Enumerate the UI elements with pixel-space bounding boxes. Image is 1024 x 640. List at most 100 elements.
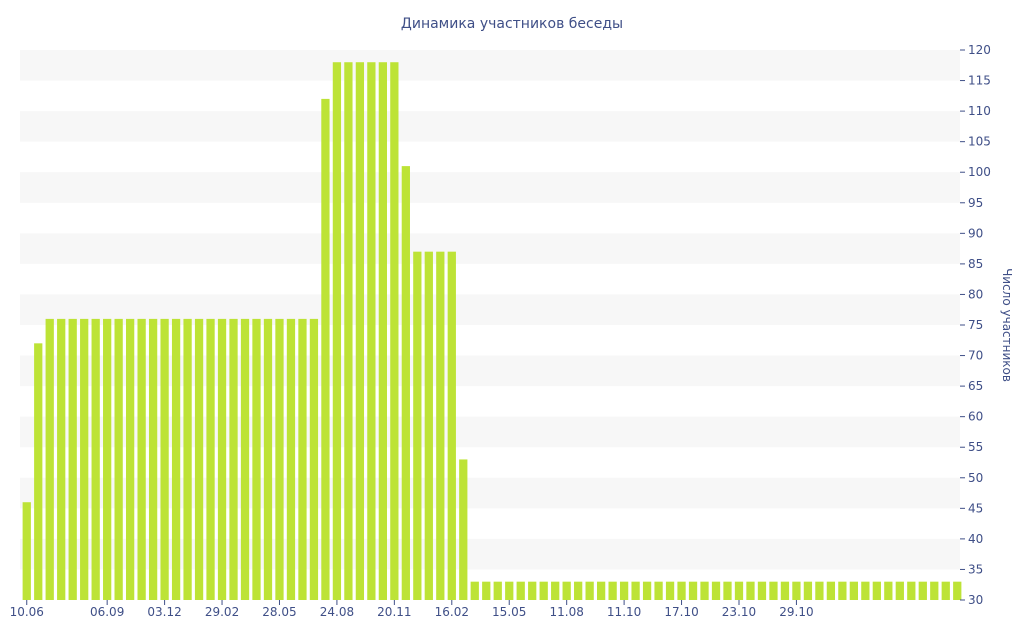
bar[interactable] [413,251,422,601]
grid-band [20,50,960,81]
bar[interactable] [642,581,652,600]
y-tick-label: 105 [968,135,991,149]
x-tick-label: 16.02 [435,605,469,619]
bar[interactable] [539,581,548,600]
bar[interactable] [436,251,445,601]
bar[interactable] [711,581,721,600]
bar[interactable] [137,318,146,600]
bar[interactable] [872,581,881,600]
bar[interactable] [286,318,296,600]
y-tick-label: 75 [968,318,983,332]
bar[interactable] [80,318,89,600]
bar[interactable] [803,581,813,600]
bar[interactable] [665,581,675,600]
bar[interactable] [57,318,66,600]
x-tick-label: 17.10 [664,605,698,619]
bar[interactable] [482,581,491,600]
bar[interactable] [263,318,273,600]
bar[interactable] [815,581,824,600]
bar[interactable] [378,62,387,601]
bar[interactable] [619,581,629,600]
bar[interactable] [424,251,433,601]
y-tick-label: 30 [968,593,983,607]
chart-title: Динамика участников беседы [401,16,623,32]
y-tick-label: 85 [968,257,983,271]
bar[interactable] [34,343,43,600]
bar[interactable] [551,581,560,600]
bar[interactable] [597,581,606,600]
bar[interactable] [390,62,399,601]
bar[interactable] [298,318,307,600]
bar[interactable] [907,581,916,600]
bar[interactable] [309,318,319,600]
bar[interactable] [183,318,192,600]
bar[interactable] [229,318,238,600]
bar[interactable] [275,318,284,600]
bar[interactable] [344,62,353,601]
bar[interactable] [562,581,571,600]
bar[interactable] [723,581,732,600]
bar[interactable] [734,581,744,600]
bar[interactable] [930,581,939,600]
bar[interactable] [849,581,858,600]
bar[interactable] [953,581,962,600]
bar[interactable] [792,581,801,600]
bar[interactable] [206,318,215,600]
bar[interactable] [252,318,261,600]
bar[interactable] [780,581,790,600]
bar[interactable] [447,251,456,601]
bar[interactable] [103,318,112,600]
bar[interactable] [91,318,100,600]
bar[interactable] [470,581,479,600]
bar[interactable] [505,581,514,600]
bar[interactable] [367,62,376,601]
bar[interactable] [171,318,181,600]
x-tick-label: 10.06 [10,605,44,619]
y-tick-label: 35 [968,562,983,576]
x-tick-label: 29.02 [205,605,239,619]
bar[interactable] [884,581,893,600]
bar[interactable] [45,318,54,600]
bar[interactable] [631,581,640,600]
bar[interactable] [148,318,158,600]
x-tick-label: 11.10 [607,605,641,619]
bar[interactable] [826,581,836,600]
y-tick-label: 70 [968,349,983,363]
bar[interactable] [240,318,250,600]
bar[interactable] [22,502,31,600]
bar[interactable] [493,581,502,600]
bar[interactable] [688,581,698,600]
bar[interactable] [574,581,583,600]
bar[interactable] [918,581,927,600]
bar[interactable] [585,581,594,600]
bar[interactable] [769,581,778,600]
grid-band [20,172,960,203]
bar[interactable] [654,581,663,600]
bar[interactable] [838,581,847,600]
bar[interactable] [746,581,755,600]
y-tick-label: 40 [968,532,983,546]
bar[interactable] [194,318,204,600]
bar[interactable] [401,166,410,601]
x-tick-label: 28.05 [262,605,296,619]
bar[interactable] [321,98,330,600]
bar[interactable] [355,62,365,601]
bar[interactable] [895,581,904,600]
bar[interactable] [608,581,617,600]
bar[interactable] [114,318,123,600]
bar[interactable] [700,581,709,600]
bar[interactable] [516,581,525,600]
bar[interactable] [861,581,870,600]
bar[interactable] [68,318,77,600]
bar[interactable] [126,318,135,600]
bar[interactable] [941,581,950,600]
bar[interactable] [217,318,227,600]
bar[interactable] [459,459,468,600]
y-tick-label: 120 [968,43,991,57]
bar[interactable] [757,581,767,600]
bar[interactable] [528,581,537,600]
bar[interactable] [160,318,169,600]
bar[interactable] [332,62,342,601]
y-tick-label: 60 [968,410,983,424]
bar[interactable] [677,581,686,600]
